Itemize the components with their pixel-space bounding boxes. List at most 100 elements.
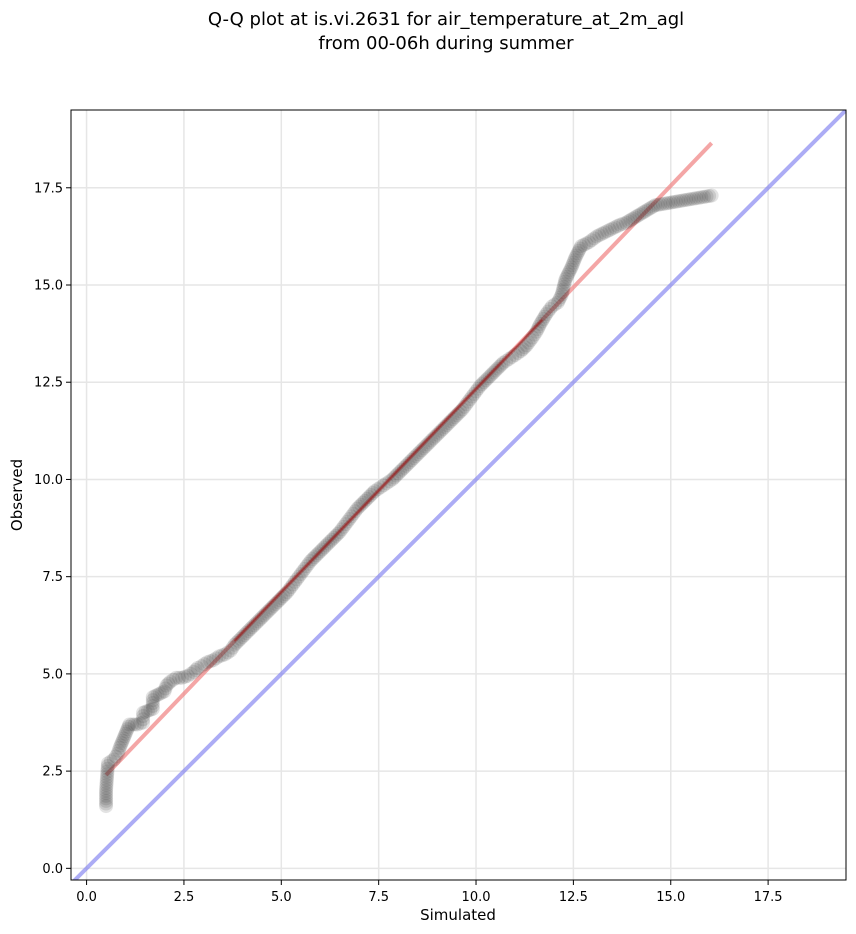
data-point [348, 504, 363, 519]
data-point [567, 253, 582, 268]
data-point [100, 764, 115, 779]
data-point [393, 464, 408, 479]
data-point [445, 412, 460, 427]
data-point [379, 476, 394, 491]
data-point [313, 544, 328, 559]
data-point [346, 506, 361, 521]
data-point [554, 287, 569, 302]
data-point [157, 684, 172, 699]
data-point [563, 262, 578, 277]
data-point [463, 392, 478, 407]
data-point [625, 211, 640, 226]
data-point [455, 402, 470, 417]
data-point [260, 604, 275, 619]
data-point [258, 606, 273, 621]
data-point [492, 359, 507, 374]
data-point [166, 672, 181, 687]
data-point [613, 217, 628, 232]
chart-subtitle: from 00-06h during summer [318, 33, 574, 54]
data-point [557, 274, 572, 289]
data-point [510, 346, 525, 361]
data-point [100, 756, 115, 771]
data-point [291, 569, 306, 584]
data-point [661, 196, 676, 211]
data-point [451, 406, 466, 421]
data-point [478, 373, 493, 388]
data-point [499, 353, 514, 368]
data-point [214, 648, 229, 663]
data-point [530, 322, 545, 337]
data-point [99, 799, 114, 814]
data-point [681, 192, 696, 207]
data-point [406, 451, 421, 466]
data-point [602, 222, 617, 237]
data-point [272, 593, 287, 607]
data-point [616, 216, 631, 231]
data-point [99, 793, 114, 808]
data-point [285, 577, 300, 592]
data-point [525, 330, 540, 345]
data-point [99, 780, 114, 795]
identity-line [72, 110, 846, 880]
data-point [653, 197, 668, 212]
data-point [197, 657, 212, 672]
data-point [140, 703, 155, 718]
data-point [106, 752, 121, 767]
y-tick-label: 0.0 [42, 862, 63, 877]
data-point [115, 733, 130, 748]
reference-lines [72, 110, 846, 880]
data-point [691, 190, 706, 205]
data-point [324, 532, 339, 547]
data-point [155, 685, 170, 700]
data-point [488, 363, 503, 378]
data-point [125, 717, 140, 732]
data-point [136, 712, 151, 727]
data-point [174, 670, 189, 685]
data-point [579, 236, 594, 251]
data-point [264, 600, 279, 615]
data-point [636, 205, 651, 220]
data-point [426, 431, 441, 446]
data-point [443, 414, 458, 429]
data-point [116, 731, 131, 746]
data-point [643, 200, 658, 215]
data-point [367, 484, 382, 499]
y-tick-label: 5.0 [42, 667, 63, 682]
data-point [159, 678, 174, 693]
data-point [145, 696, 160, 711]
y-tick-label: 17.5 [34, 181, 63, 196]
data-point [402, 454, 417, 469]
data-point [293, 567, 308, 582]
data-point [410, 447, 425, 462]
data-point [533, 316, 548, 331]
data-point [158, 681, 173, 696]
data-point [266, 598, 281, 613]
data-point [544, 299, 559, 314]
data-point [274, 591, 289, 606]
data-point [99, 788, 114, 803]
data-point [523, 333, 538, 348]
data-point [177, 669, 192, 684]
data-point [186, 664, 201, 679]
data-point [233, 631, 248, 646]
data-point [627, 210, 642, 225]
data-point [354, 497, 369, 512]
data-point [252, 612, 267, 627]
data-point [100, 759, 115, 774]
data-point [211, 649, 226, 664]
x-axis-ticks: 0.0 2.5 5.0 7.5 10.0 12.5 15.0 17.5 [76, 880, 783, 905]
data-point [702, 188, 717, 203]
data-point [340, 514, 355, 529]
data-point [671, 194, 686, 209]
data-point [630, 209, 645, 224]
data-point [328, 528, 343, 543]
data-point [694, 190, 709, 205]
data-point [552, 292, 567, 307]
data-point [576, 237, 591, 252]
data-point [482, 369, 497, 384]
data-point [605, 221, 620, 236]
data-point [531, 319, 546, 334]
data-point [121, 719, 136, 734]
data-point [229, 635, 244, 650]
data-point [180, 668, 195, 683]
